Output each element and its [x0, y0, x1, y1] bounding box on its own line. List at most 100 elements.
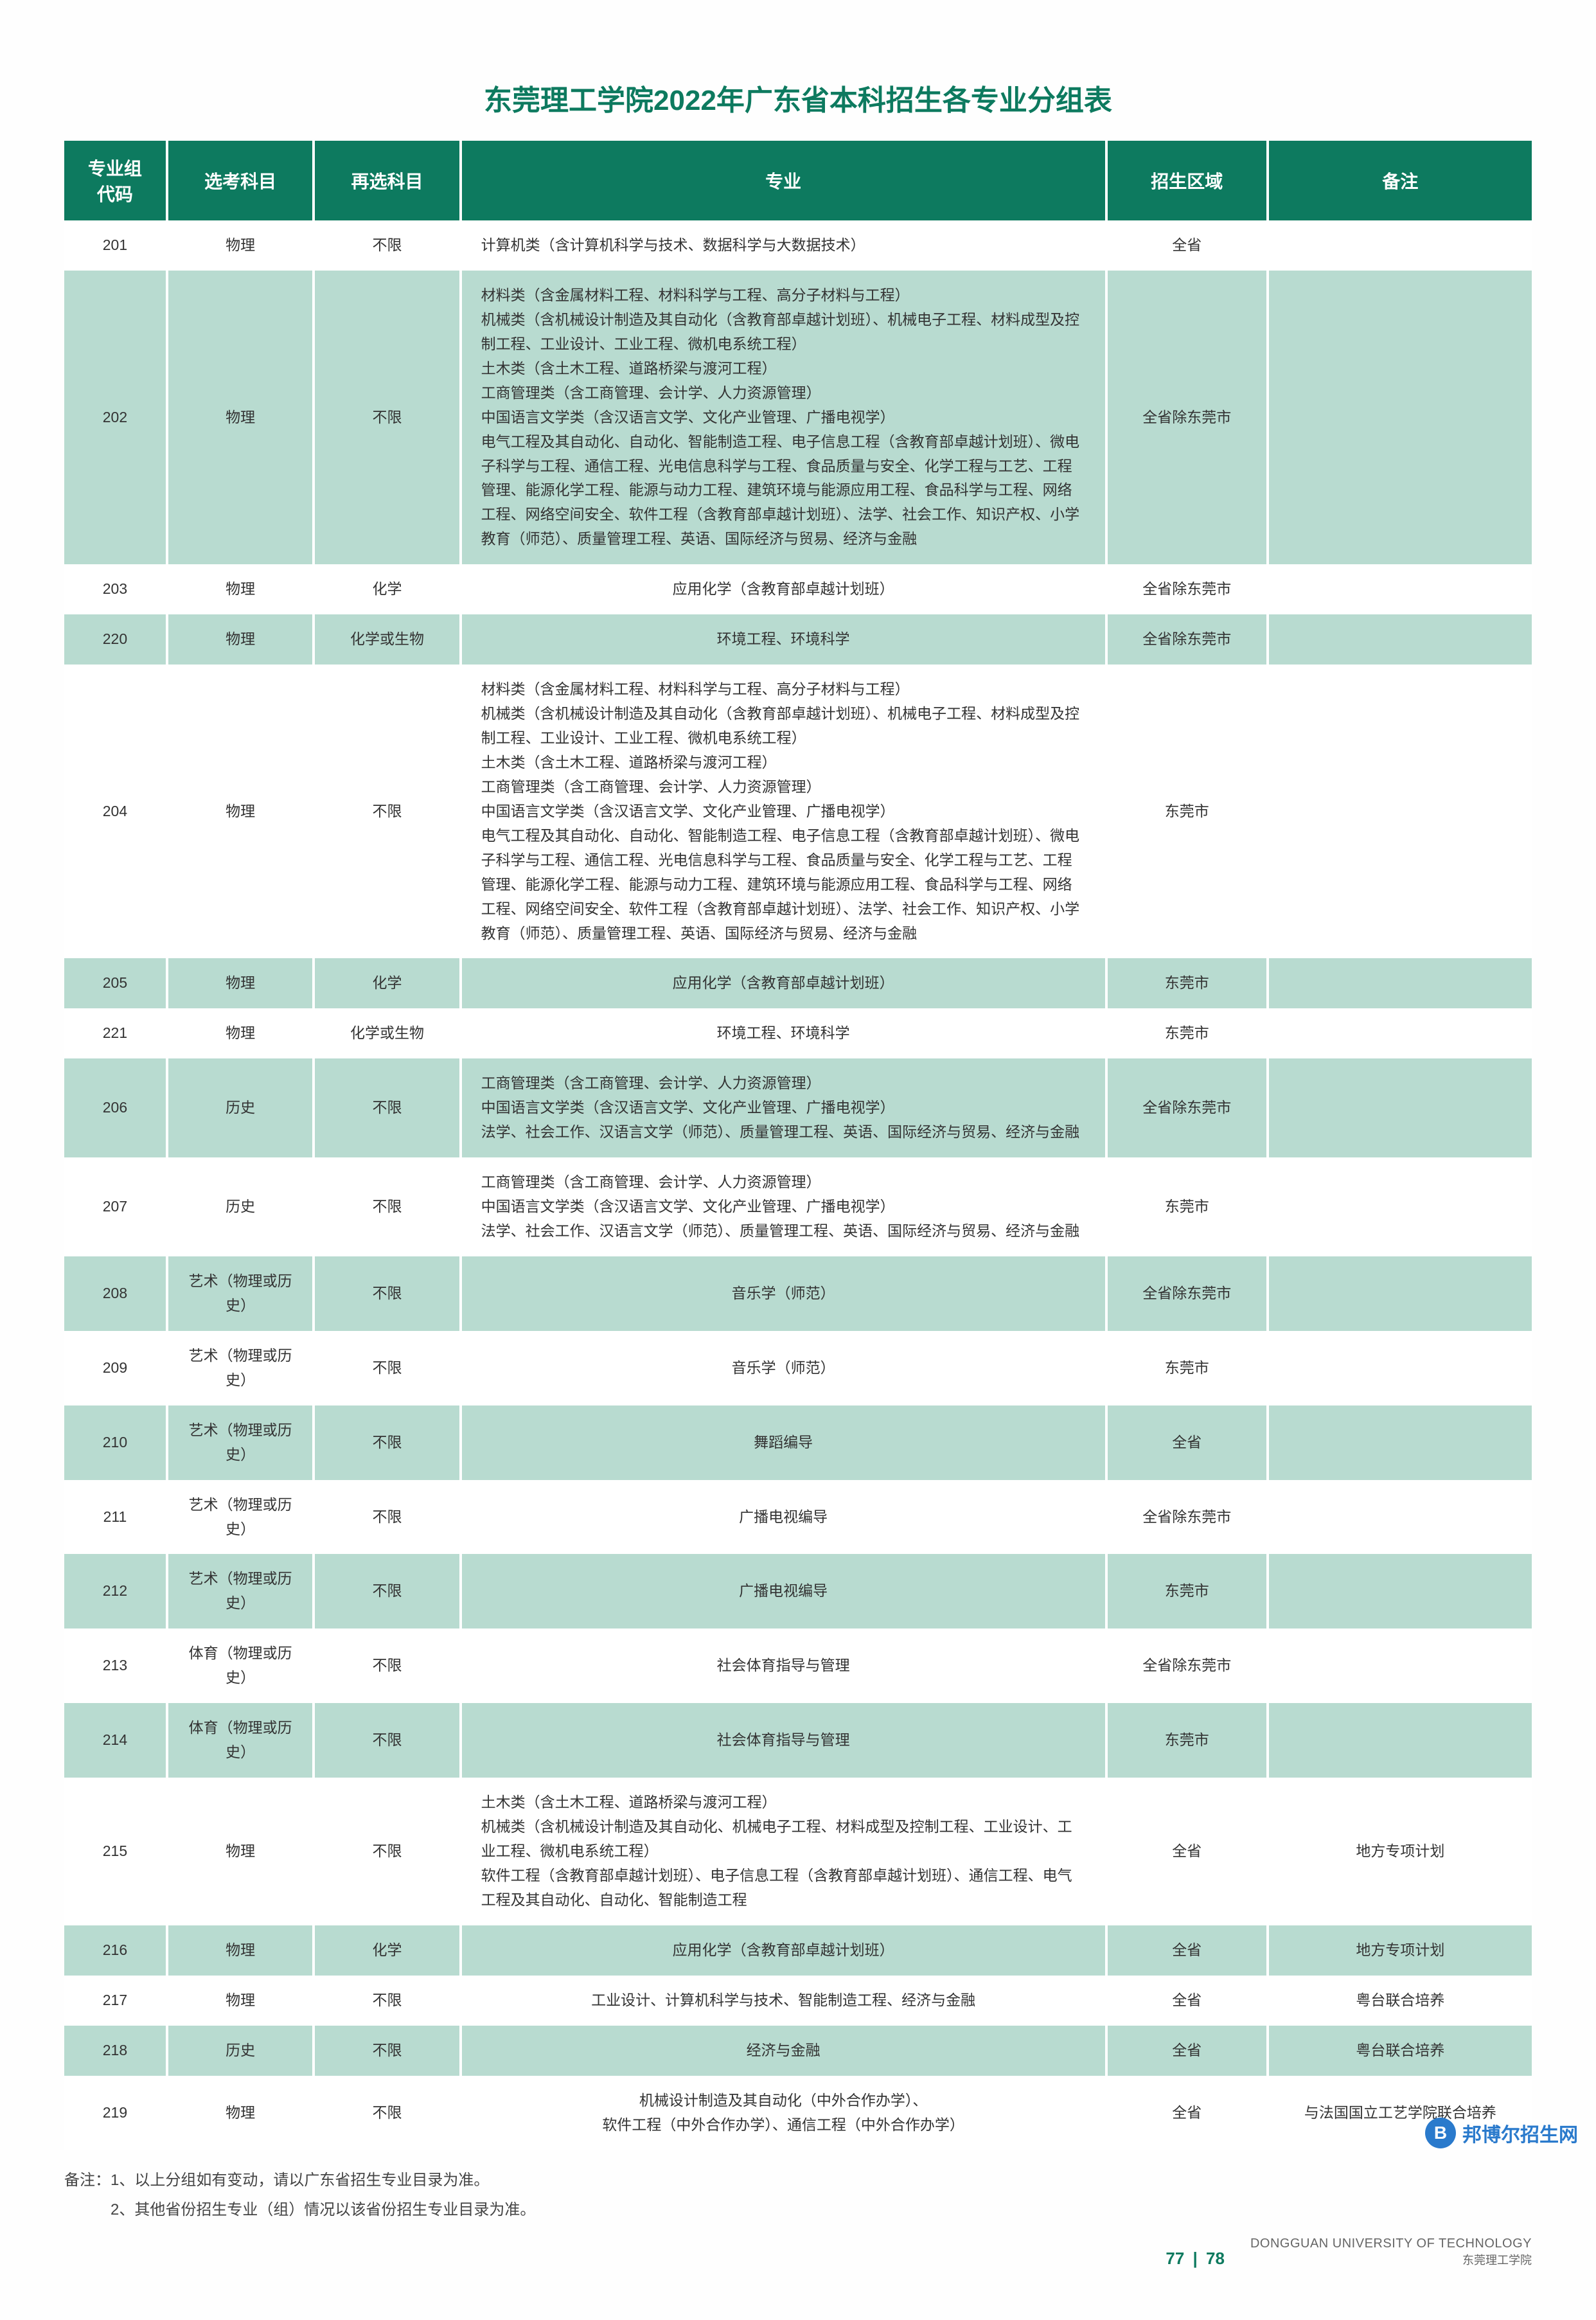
watermark: B 邦博尔招生网 — [1425, 2118, 1578, 2148]
cell-major: 应用化学（含教育部卓越计划班） — [461, 1925, 1106, 1976]
cell-code: 209 — [64, 1331, 167, 1405]
cell-code: 208 — [64, 1256, 167, 1331]
cell-region: 全省除东莞市 — [1106, 614, 1268, 665]
cell-region: 全省除东莞市 — [1106, 1480, 1268, 1555]
major-table: 专业组 代码 选考科目 再选科目 专业 招生区域 备注 201物理不限计算机类（… — [64, 141, 1532, 2150]
cell-region: 全省除东莞市 — [1106, 1256, 1268, 1331]
cell-code: 210 — [64, 1405, 167, 1480]
cell-major: 社会体育指导与管理 — [461, 1703, 1106, 1778]
cell-region: 全省除东莞市 — [1106, 564, 1268, 614]
cell-reselected: 不限 — [314, 2026, 460, 2076]
table-row: 219物理不限机械设计制造及其自动化（中外合作办学）、 软件工程（中外合作办学）… — [64, 2076, 1532, 2150]
page-footer: 77 | 78 DONGGUAN UNIVERSITY OF TECHNOLOG… — [64, 2235, 1532, 2269]
cell-reselected: 化学或生物 — [314, 1008, 460, 1058]
university-en: DONGGUAN UNIVERSITY OF TECHNOLOGY — [1250, 2235, 1532, 2253]
cell-selected: 历史 — [167, 1157, 314, 1256]
cell-code: 206 — [64, 1058, 167, 1157]
cell-region: 全省除东莞市 — [1106, 271, 1268, 564]
cell-reselected: 不限 — [314, 1331, 460, 1405]
cell-selected: 体育（物理或历史） — [167, 1703, 314, 1778]
cell-reselected: 不限 — [314, 2076, 460, 2150]
cell-selected: 历史 — [167, 2026, 314, 2076]
cell-region: 全省除东莞市 — [1106, 1058, 1268, 1157]
table-row: 207历史不限工商管理类（含工商管理、会计学、人力资源管理） 中国语言文学类（含… — [64, 1157, 1532, 1256]
cell-selected: 艺术（物理或历史） — [167, 1256, 314, 1331]
cell-code: 216 — [64, 1925, 167, 1976]
table-row: 215物理不限土木类（含土木工程、道路桥梁与渡河工程） 机械类（含机械设计制造及… — [64, 1778, 1532, 1925]
footnote-1: 备注：1、以上分组如有变动，请以广东省招生专业目录为准。 — [64, 2166, 1532, 2195]
table-header-row: 专业组 代码 选考科目 再选科目 专业 招生区域 备注 — [64, 141, 1532, 220]
table-row: 214体育（物理或历史）不限社会体育指导与管理东莞市 — [64, 1703, 1532, 1778]
table-row: 209艺术（物理或历史）不限音乐学（师范）东莞市 — [64, 1331, 1532, 1405]
cell-major: 社会体育指导与管理 — [461, 1628, 1106, 1703]
cell-selected: 物理 — [167, 220, 314, 271]
cell-major: 工商管理类（含工商管理、会计学、人力资源管理） 中国语言文学类（含汉语言文学、文… — [461, 1157, 1106, 1256]
cell-remark: 地方专项计划 — [1268, 1925, 1532, 1976]
col-header-code: 专业组 代码 — [64, 141, 167, 220]
cell-code: 202 — [64, 271, 167, 564]
cell-region: 全省除东莞市 — [1106, 1628, 1268, 1703]
cell-code: 201 — [64, 220, 167, 271]
cell-code: 218 — [64, 2026, 167, 2076]
cell-major: 工业设计、计算机科学与技术、智能制造工程、经济与金融 — [461, 1976, 1106, 2026]
cell-major: 环境工程、环境科学 — [461, 1008, 1106, 1058]
cell-region: 全省 — [1106, 220, 1268, 271]
cell-region: 东莞市 — [1106, 1008, 1268, 1058]
cell-region: 东莞市 — [1106, 958, 1268, 1008]
table-row: 221物理化学或生物环境工程、环境科学东莞市 — [64, 1008, 1532, 1058]
cell-remark — [1268, 1554, 1532, 1628]
table-row: 211艺术（物理或历史）不限广播电视编导全省除东莞市 — [64, 1480, 1532, 1555]
cell-region: 全省 — [1106, 2026, 1268, 2076]
cell-code: 221 — [64, 1008, 167, 1058]
cell-code: 204 — [64, 665, 167, 958]
cell-region: 全省 — [1106, 1976, 1268, 2026]
table-row: 217物理不限工业设计、计算机科学与技术、智能制造工程、经济与金融全省粤台联合培… — [64, 1976, 1532, 2026]
cell-remark — [1268, 271, 1532, 564]
table-row: 205物理化学应用化学（含教育部卓越计划班）东莞市 — [64, 958, 1532, 1008]
cell-remark — [1268, 1405, 1532, 1480]
cell-major: 材料类（含金属材料工程、材料科学与工程、高分子材料与工程） 机械类（含机械设计制… — [461, 665, 1106, 958]
cell-selected: 物理 — [167, 564, 314, 614]
cell-selected: 物理 — [167, 614, 314, 665]
cell-remark — [1268, 1331, 1532, 1405]
table-row: 208艺术（物理或历史）不限音乐学（师范）全省除东莞市 — [64, 1256, 1532, 1331]
cell-major: 工商管理类（含工商管理、会计学、人力资源管理） 中国语言文学类（含汉语言文学、文… — [461, 1058, 1106, 1157]
cell-remark — [1268, 614, 1532, 665]
cell-code: 219 — [64, 2076, 167, 2150]
table-row: 212艺术（物理或历史）不限广播电视编导东莞市 — [64, 1554, 1532, 1628]
cell-selected: 艺术（物理或历史） — [167, 1405, 314, 1480]
cell-code: 217 — [64, 1976, 167, 2026]
cell-remark: 粤台联合培养 — [1268, 1976, 1532, 2026]
cell-reselected: 不限 — [314, 1256, 460, 1331]
cell-major: 应用化学（含教育部卓越计划班） — [461, 958, 1106, 1008]
cell-selected: 物理 — [167, 2076, 314, 2150]
cell-selected: 物理 — [167, 1976, 314, 2026]
cell-code: 213 — [64, 1628, 167, 1703]
cell-remark — [1268, 564, 1532, 614]
cell-reselected: 不限 — [314, 665, 460, 958]
cell-reselected: 不限 — [314, 1628, 460, 1703]
col-header-selected: 选考科目 — [167, 141, 314, 220]
cell-reselected: 不限 — [314, 220, 460, 271]
table-row: 220物理化学或生物环境工程、环境科学全省除东莞市 — [64, 614, 1532, 665]
cell-region: 东莞市 — [1106, 1703, 1268, 1778]
page-divider: | — [1189, 2249, 1201, 2268]
cell-major: 广播电视编导 — [461, 1554, 1106, 1628]
cell-major: 经济与金融 — [461, 2026, 1106, 2076]
cell-code: 215 — [64, 1778, 167, 1925]
watermark-logo-icon: B — [1425, 2118, 1456, 2148]
cell-reselected: 不限 — [314, 1703, 460, 1778]
cell-major: 土木类（含土木工程、道路桥梁与渡河工程） 机械类（含机械设计制造及其自动化、机械… — [461, 1778, 1106, 1925]
page-title: 东莞理工学院2022年广东省本科招生各专业分组表 — [64, 77, 1532, 118]
cell-region: 全省 — [1106, 1405, 1268, 1480]
cell-major: 舞蹈编导 — [461, 1405, 1106, 1480]
cell-remark — [1268, 220, 1532, 271]
table-row: 204物理不限材料类（含金属材料工程、材料科学与工程、高分子材料与工程） 机械类… — [64, 665, 1532, 958]
cell-remark: 地方专项计划 — [1268, 1778, 1532, 1925]
cell-selected: 物理 — [167, 1778, 314, 1925]
cell-region: 东莞市 — [1106, 1331, 1268, 1405]
cell-code: 205 — [64, 958, 167, 1008]
cell-reselected: 不限 — [314, 1058, 460, 1157]
cell-reselected: 化学 — [314, 958, 460, 1008]
table-row: 201物理不限计算机类（含计算机科学与技术、数据科学与大数据技术）全省 — [64, 220, 1532, 271]
